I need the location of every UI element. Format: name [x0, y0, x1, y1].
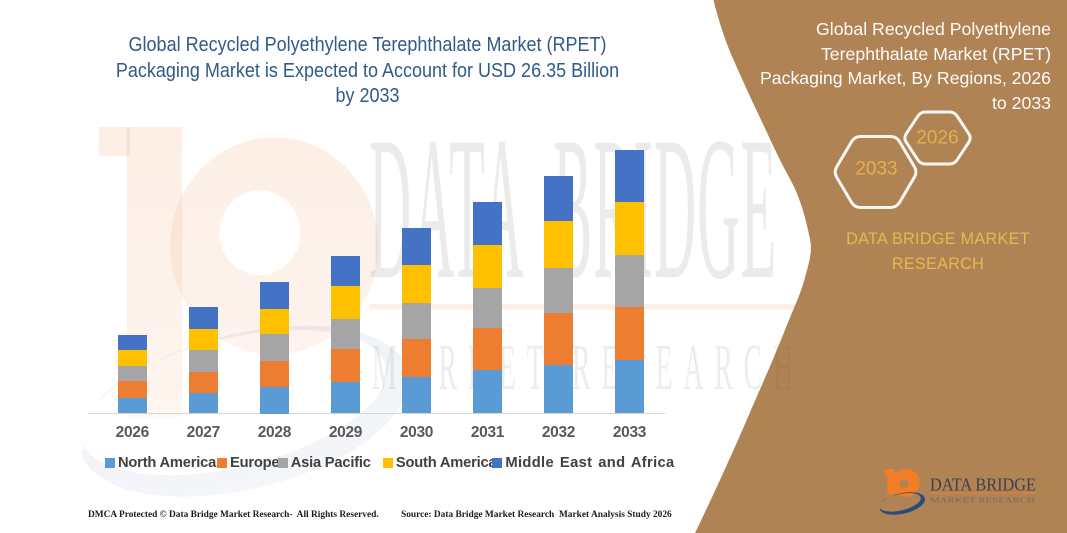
svg-text:2033: 2033: [855, 159, 897, 180]
svg-text:MARKET RESEARCH: MARKET RESEARCH: [372, 330, 804, 403]
svg-text:2026: 2026: [916, 128, 958, 149]
svg-text:DATA BRIDGE: DATA BRIDGE: [369, 95, 777, 322]
svg-text:MARKET RESEARCH: MARKET RESEARCH: [372, 330, 804, 403]
svg-text:MARKET RESEARCH: MARKET RESEARCH: [930, 496, 1036, 505]
svg-text:DATA BRIDGE: DATA BRIDGE: [930, 475, 1036, 495]
